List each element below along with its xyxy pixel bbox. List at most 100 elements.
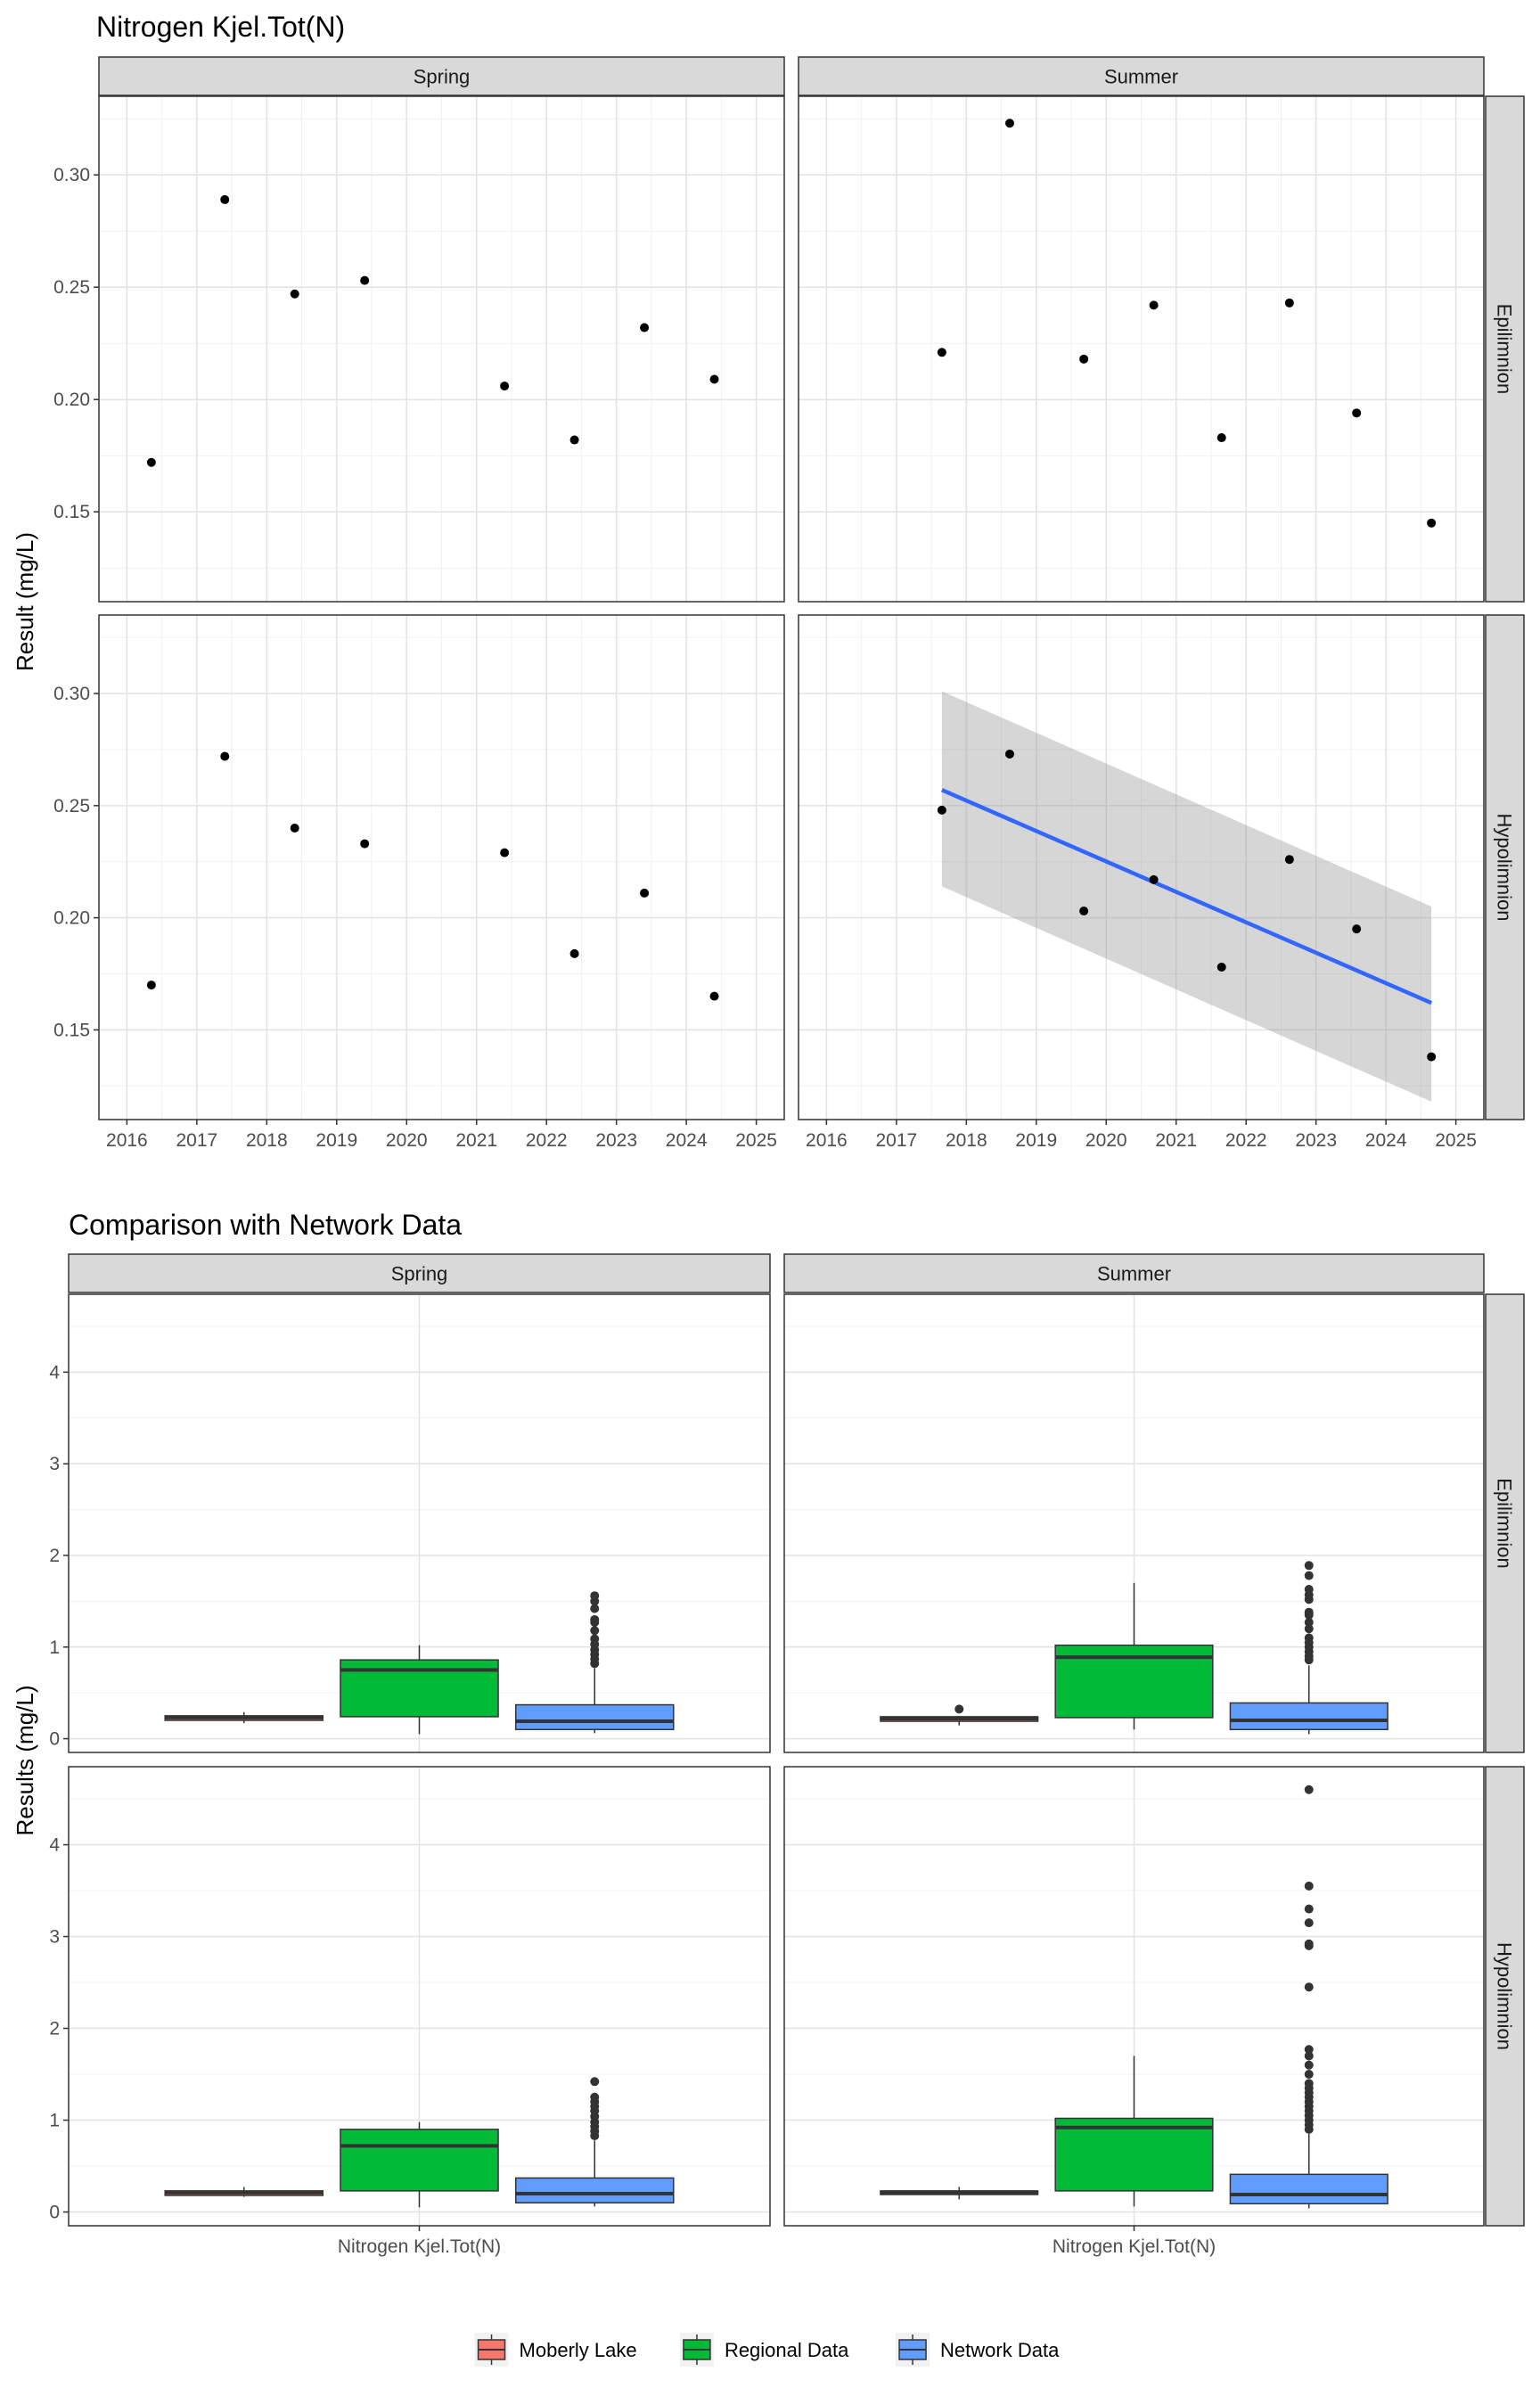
outlier-point — [1304, 1918, 1314, 1928]
strip-spring — [68, 1253, 771, 1293]
legend-item-network-data: Network Data — [896, 2333, 1060, 2367]
outlier-point — [1304, 1633, 1314, 1643]
x-tick-label: 2024 — [1365, 1130, 1407, 1151]
strip-label-summer: Summer — [1097, 1263, 1171, 1285]
data-point — [1284, 298, 1294, 308]
box-panel-spring-epilimnion: 0 1 2 3 4 — [49, 1293, 771, 1753]
y-tick-label: 3 — [49, 1927, 60, 1948]
data-point — [500, 848, 510, 857]
outlier-point — [590, 1614, 600, 1624]
outlier-point — [590, 1626, 600, 1636]
strip-summer — [798, 56, 1485, 96]
data-point — [290, 289, 299, 299]
strip-label-epilimnion: Epilimnion — [1494, 304, 1516, 395]
strip-summer — [783, 1253, 1485, 1293]
data-point — [360, 839, 370, 849]
x-tick-label: 2023 — [595, 1130, 637, 1151]
scatter-title: Nitrogen Kjel.Tot(N) — [96, 11, 345, 43]
outlier-point — [1304, 1904, 1314, 1914]
outlier-point — [1304, 1585, 1314, 1595]
y-tick-label: 0.30 — [53, 684, 90, 704]
data-point — [709, 374, 719, 384]
y-tick-label: 0 — [49, 1729, 60, 1750]
legend-item-moberly-lake: Moberly Lake — [474, 2333, 637, 2367]
legend-item-regional-data: Regional Data — [679, 2333, 849, 2367]
strip-label-spring: Spring — [414, 66, 471, 88]
data-point — [220, 751, 230, 761]
x-tick-label: Nitrogen Kjel.Tot(N) — [338, 2236, 501, 2257]
data-point — [1149, 300, 1159, 310]
data-point — [1427, 1052, 1437, 1062]
y-tick-label: 0.15 — [53, 502, 90, 522]
outlier-point — [1304, 1624, 1314, 1634]
data-point — [1216, 962, 1226, 972]
panel-border — [783, 1293, 1485, 1753]
outlier-point — [590, 1604, 600, 1613]
outlier-point — [1304, 1618, 1314, 1628]
box-network-data — [514, 2077, 675, 2207]
panel-border — [798, 95, 1485, 603]
x-tick-label: 2024 — [666, 1130, 708, 1151]
outlier-point — [590, 2092, 600, 2102]
x-tick-label: 2019 — [315, 1130, 357, 1151]
outlier-point — [590, 1634, 600, 1644]
box-iqr — [1229, 1702, 1388, 1731]
data-point — [146, 457, 156, 467]
y-tick-label: 0.25 — [53, 796, 90, 816]
data-point — [1216, 433, 1226, 443]
box-moberly-lake — [164, 1711, 324, 1724]
x-tick-label: 2016 — [106, 1130, 148, 1151]
panel-border — [68, 1293, 771, 1753]
data-point — [290, 823, 299, 833]
legend-label: Regional Data — [725, 2339, 849, 2361]
data-point — [1004, 749, 1014, 759]
data-point — [1352, 408, 1362, 418]
data-point — [937, 348, 946, 357]
x-tick-label: 2022 — [1225, 1130, 1267, 1151]
data-point — [569, 435, 579, 445]
legend: Moberly Lake Regional Data Network Data — [474, 2333, 1060, 2367]
outlier-point — [1304, 2060, 1314, 2070]
y-tick-label: 0.20 — [53, 908, 90, 929]
data-point — [640, 888, 650, 898]
outlier-point — [1304, 1561, 1314, 1571]
boxplot-facet-grid: Spring Summer Epilimnion Hypolimnion 0 1 2 3 4 0 1… — [49, 1253, 1525, 2257]
strip-epilimnion — [1485, 95, 1525, 603]
strip-label-epilimnion: Epilimnion — [1494, 1478, 1516, 1569]
data-point — [500, 382, 510, 391]
box-network-data — [1229, 1561, 1388, 1735]
legend-label: Network Data — [940, 2339, 1060, 2361]
box-moberly-lake — [164, 2187, 324, 2197]
y-tick-label: 0.15 — [53, 1020, 90, 1040]
box-iqr — [514, 1703, 675, 1731]
strip-epilimnion — [1485, 1293, 1525, 1753]
outlier-point — [1304, 2070, 1314, 2080]
data-point — [1079, 907, 1089, 916]
y-tick-label: 1 — [49, 1637, 60, 1658]
strip-hypolimnion — [1485, 1766, 1525, 2227]
box-network-data — [1229, 1785, 1388, 2209]
x-tick-label: 2017 — [176, 1130, 217, 1151]
data-point — [1004, 119, 1014, 128]
data-point — [1079, 354, 1089, 364]
scatter-panel-spring-epilimnion: 0.15 0.20 0.25 0.30 — [53, 95, 785, 603]
panel-border — [98, 95, 785, 603]
data-point — [1284, 855, 1294, 865]
y-tick-label: 1 — [49, 2111, 60, 2131]
outlier-point — [1304, 1881, 1314, 1891]
box-moberly-lake — [880, 1704, 1039, 1726]
y-tick-label: 2 — [49, 1546, 60, 1566]
x-tick-label: 2020 — [1085, 1130, 1127, 1151]
outlier-point — [1304, 1982, 1314, 1992]
box-iqr — [514, 2177, 675, 2203]
outlier-point — [1304, 1939, 1314, 1949]
box-regional-data — [1054, 2055, 1214, 2207]
y-tick-label: 0 — [49, 2203, 60, 2223]
x-tick-label: 2025 — [1435, 1130, 1477, 1151]
outlier-point — [1304, 2079, 1314, 2088]
outlier-point — [954, 1704, 964, 1714]
data-point — [569, 948, 579, 958]
x-tick-label: 2018 — [946, 1130, 987, 1151]
x-tick-label: 2021 — [1155, 1130, 1197, 1151]
y-tick-label: 0.25 — [53, 277, 90, 298]
